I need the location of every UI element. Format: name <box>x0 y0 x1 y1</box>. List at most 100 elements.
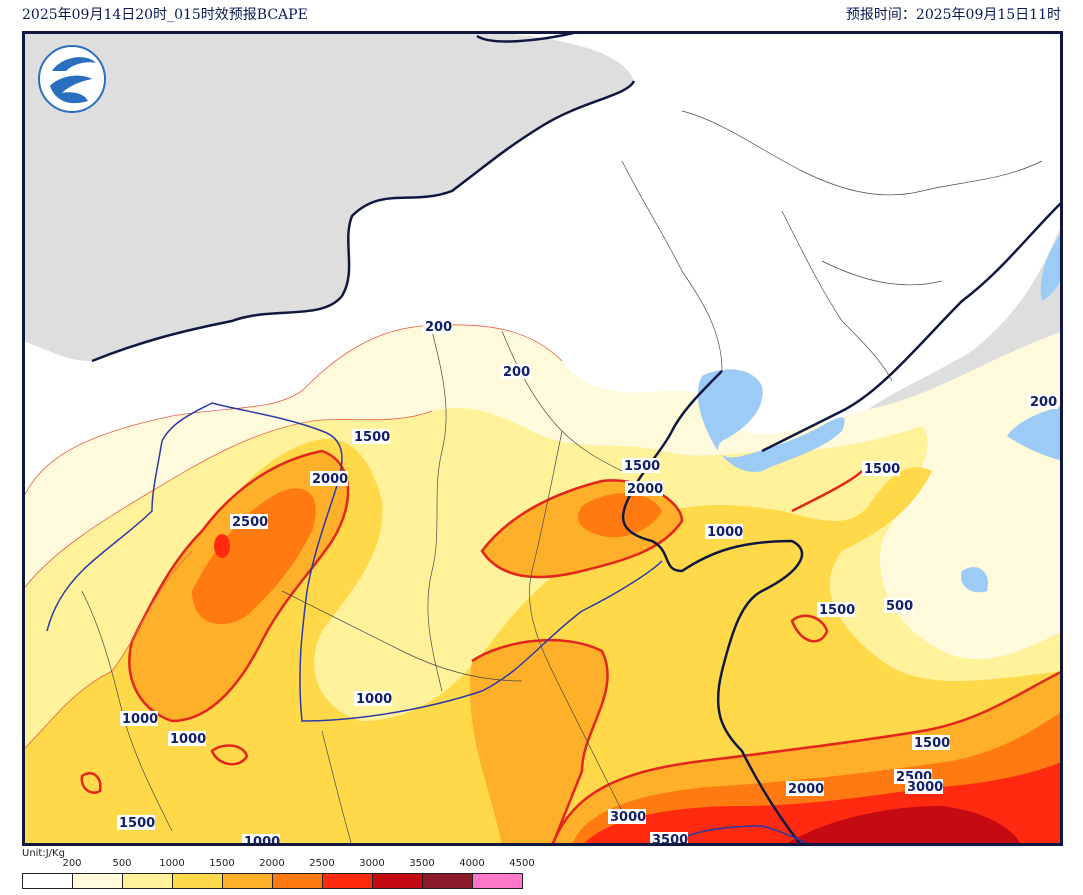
province-border-6 <box>681 110 1043 196</box>
province-border-9 <box>321 730 352 843</box>
contour-1000 <box>25 550 193 749</box>
province-border-7 <box>781 210 893 382</box>
cma-logo-icon <box>38 45 106 113</box>
province-border-5 <box>621 160 723 372</box>
contour-200 <box>25 324 563 496</box>
map-title: 2025年09月14日20时_015时效预报BCAPE <box>22 7 308 23</box>
svg-text:1000: 1000 <box>356 692 392 707</box>
svg-text:2000: 2000 <box>788 782 824 797</box>
legend-tick: 1000 <box>159 858 185 869</box>
svg-text:200: 200 <box>425 320 452 335</box>
region-border-blue <box>161 402 663 722</box>
contour-label: 1000 <box>354 691 392 707</box>
contour-label: 2000 <box>310 471 348 487</box>
contour-label: 1000 <box>242 834 280 846</box>
svg-text:1500: 1500 <box>624 459 660 474</box>
legend-tick: 2000 <box>259 858 285 869</box>
coastline-ne <box>761 202 1060 453</box>
east-water2 <box>1007 406 1060 461</box>
legend-swatch <box>73 874 123 888</box>
contour-label: 1500 <box>352 429 390 445</box>
legend-swatch <box>323 874 373 888</box>
contour-label-layer: 200 200 200 1500 2000 2500 1500 2000 1000 1500 150… <box>117 319 1058 846</box>
contour-label: 1500 <box>817 602 855 618</box>
svg-text:1000: 1000 <box>122 712 158 727</box>
svg-text:200: 200 <box>1030 395 1057 410</box>
legend-swatch <box>123 874 173 888</box>
province-border-4 <box>281 590 523 682</box>
contour-label: 2000 <box>625 481 663 497</box>
contour-label: 3000 <box>905 779 943 795</box>
legend-tick: 4500 <box>509 858 535 869</box>
svg-text:3000: 3000 <box>907 780 943 795</box>
legend-swatch <box>473 874 522 888</box>
legend-tick: 200 <box>62 858 82 869</box>
contour-label: 1500 <box>117 815 155 831</box>
legend-swatch <box>423 874 473 888</box>
cape-3500 <box>787 806 1021 843</box>
contour-1500-east <box>791 470 863 513</box>
legend-swatch <box>373 874 423 888</box>
contour-label: 1500 <box>912 735 950 751</box>
bcape-map: 200 200 200 1500 2000 2500 1500 2000 1000 1500 150… <box>22 31 1063 846</box>
east-water <box>1040 235 1060 301</box>
east-water3 <box>961 567 988 593</box>
legend-tick: 3000 <box>359 858 385 869</box>
masked-region-west <box>25 34 634 361</box>
svg-text:2000: 2000 <box>312 472 348 487</box>
province-border-3 <box>529 430 623 812</box>
svg-text:2500: 2500 <box>232 515 268 530</box>
legend-tick: 2500 <box>309 858 335 869</box>
legend-swatch <box>273 874 323 888</box>
legend-unit: Unit:J/Kg <box>22 848 65 859</box>
svg-text:500: 500 <box>886 599 913 614</box>
svg-text:2000: 2000 <box>627 482 663 497</box>
svg-text:1500: 1500 <box>914 736 950 751</box>
contour-1500-south <box>471 638 609 843</box>
cape-2500-spot <box>214 534 230 558</box>
region-border-blue2 <box>46 440 163 632</box>
svg-text:1000: 1000 <box>244 835 280 846</box>
contour-500 <box>25 410 433 588</box>
svg-text:1000: 1000 <box>170 732 206 747</box>
province-border-1 <box>427 330 447 692</box>
svg-text:1500: 1500 <box>864 462 900 477</box>
contour-label: 1000 <box>168 731 206 747</box>
contour-label: 200 <box>501 364 531 380</box>
cape-2000 <box>192 488 316 625</box>
map-frame <box>22 31 1063 846</box>
svg-text:1500: 1500 <box>354 430 390 445</box>
contour-label: 1000 <box>120 711 158 727</box>
contour-label: 3000 <box>608 809 646 825</box>
bohai-sea <box>697 369 845 472</box>
contour-label: 1500 <box>862 461 900 477</box>
legend-swatch <box>173 874 223 888</box>
cape-legend <box>22 873 523 889</box>
svg-text:1500: 1500 <box>819 603 855 618</box>
legend-tick: 1500 <box>209 858 235 869</box>
cape-2000b <box>578 493 662 538</box>
contour-1500-small2 <box>210 744 249 766</box>
svg-text:1000: 1000 <box>707 525 743 540</box>
legend-tick: 500 <box>112 858 132 869</box>
svg-text:1500: 1500 <box>119 816 155 831</box>
border-west <box>91 80 636 363</box>
legend-tick: 4000 <box>459 858 485 869</box>
contour-label: 200 <box>423 319 453 335</box>
contour-1500-west <box>128 449 350 723</box>
contour-label: 1500 <box>622 458 660 474</box>
svg-text:3500: 3500 <box>652 833 688 846</box>
legend-tick: 3500 <box>409 858 435 869</box>
contour-1500-small3 <box>80 772 102 794</box>
contour-label: 3500 <box>650 832 688 846</box>
legend-swatch <box>23 874 73 888</box>
contour-label: 2000 <box>786 781 824 797</box>
contour-label: 500 <box>884 598 914 614</box>
contour-1500-center <box>480 479 684 579</box>
contour-label: 2500 <box>230 514 268 530</box>
forecast-time: 预报时间：2025年09月15日11时 <box>845 7 1061 23</box>
contour-1500-se <box>551 671 1060 843</box>
contour-label: 1000 <box>705 524 743 540</box>
coastline-north <box>476 34 575 43</box>
contour-label: 200 <box>1028 394 1058 410</box>
